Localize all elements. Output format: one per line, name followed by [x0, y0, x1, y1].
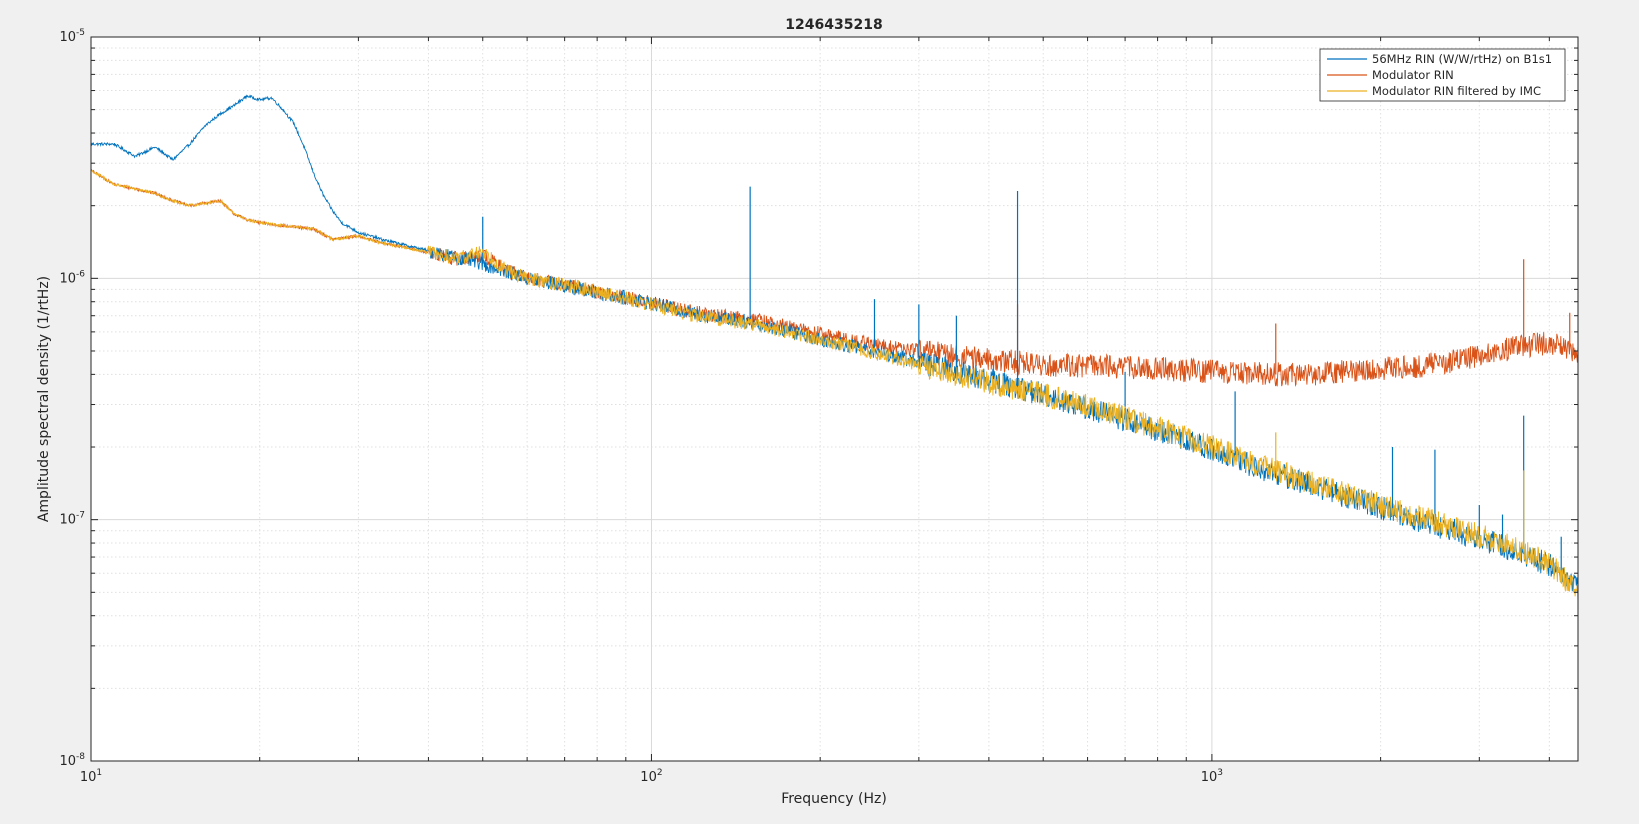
y-tick-label: 10-8 — [59, 752, 85, 769]
y-tick-label: 10-5 — [59, 28, 85, 45]
y-axis-label: Amplitude spectral density (1/rtHz) — [36, 276, 52, 522]
minor-grid — [91, 37, 1578, 761]
x-tick-label: 101 — [80, 768, 102, 785]
axes-frame — [90, 36, 1579, 762]
legend-label-series-1: 56MHz RIN (W/W/rtHz) on B1s1 — [1372, 52, 1552, 66]
series-line-3 — [90, 170, 1579, 603]
axis-ticks — [90, 36, 1578, 762]
x-tick-label: 102 — [640, 768, 662, 785]
x-tick-label: 103 — [1201, 768, 1223, 785]
chart-title: 1246435218 — [785, 17, 882, 33]
tick-labels: 101 102 103 10-8 10-7 10-6 10-5 — [59, 28, 1223, 785]
x-axis-label: Frequency (Hz) — [781, 791, 887, 807]
legend-label-series-3: Modulator RIN filtered by IMC — [1372, 84, 1541, 98]
y-tick-label: 10-7 — [59, 511, 85, 528]
plot-lines — [90, 94, 1579, 603]
y-tick-label: 10-6 — [59, 269, 85, 286]
legend-label-series-2: Modulator RIN — [1372, 68, 1454, 82]
axes-background — [91, 37, 1578, 761]
legend: 56MHz RIN (W/W/rtHz) on B1s1 Modulator R… — [1319, 48, 1566, 102]
